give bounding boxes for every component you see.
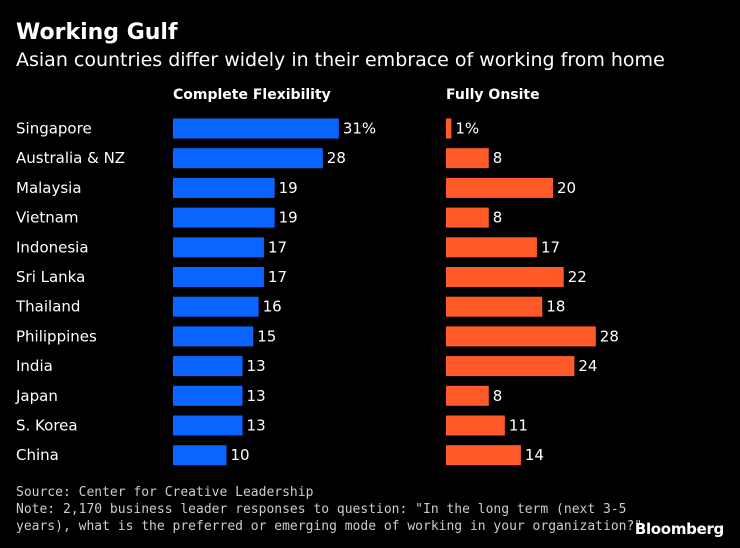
flex-column-header: Complete Flexibility xyxy=(173,87,331,103)
onsite-value-label: 8 xyxy=(493,387,503,405)
flex-bar xyxy=(173,148,323,169)
onsite-value-label: 18 xyxy=(546,298,565,316)
flex-value-label: 17 xyxy=(268,238,287,256)
flex-value-label: 19 xyxy=(279,179,298,197)
onsite-bar xyxy=(446,118,452,139)
onsite-value-label: 28 xyxy=(600,327,619,345)
onsite-value-label: 8 xyxy=(493,149,503,167)
flex-bar xyxy=(173,267,264,287)
flex-value-label: 13 xyxy=(247,417,266,435)
chart-subtitle: Asian countries differ widely in their e… xyxy=(16,49,665,71)
category-label: S. Korea xyxy=(16,417,78,435)
onsite-bar xyxy=(446,207,489,228)
flex-bar xyxy=(173,445,227,466)
onsite-value-label: 24 xyxy=(578,357,597,375)
category-label: Malaysia xyxy=(16,179,82,197)
onsite-column-header: Fully Onsite xyxy=(446,87,540,103)
category-label: Indonesia xyxy=(16,238,89,256)
flex-value-label: 13 xyxy=(247,357,266,375)
onsite-value-label: 11 xyxy=(509,417,528,435)
flex-bar xyxy=(173,207,275,228)
flex-value-label: 31% xyxy=(343,120,376,138)
category-label: China xyxy=(16,446,59,464)
onsite-bar xyxy=(446,237,537,258)
category-label: Australia & NZ xyxy=(16,149,125,167)
flex-value-label: 13 xyxy=(247,387,266,405)
onsite-bar xyxy=(446,445,521,466)
source-note: Source: Center for Creative Leadership xyxy=(16,485,314,500)
onsite-value-label: 20 xyxy=(557,179,576,197)
flex-bar xyxy=(173,415,243,436)
onsite-bar xyxy=(446,356,575,377)
flex-bar xyxy=(173,237,264,258)
onsite-bar xyxy=(446,148,489,169)
category-label: Japan xyxy=(15,387,58,405)
flex-bar xyxy=(173,385,243,406)
bloomberg-logo: Bloomberg xyxy=(634,520,724,538)
flex-bar xyxy=(173,326,254,347)
onsite-value-label: 8 xyxy=(493,209,503,227)
onsite-bar xyxy=(446,326,596,347)
category-label: Sri Lanka xyxy=(16,268,85,286)
footnote-line-2: years), what is the preferred or emergin… xyxy=(16,519,643,534)
onsite-bar xyxy=(446,296,543,317)
category-label: Singapore xyxy=(16,120,92,138)
onsite-value-label: 22 xyxy=(568,268,587,286)
flex-bar xyxy=(173,177,275,198)
footnote-line-1: Note: 2,170 business leader responses to… xyxy=(16,502,627,517)
onsite-bar xyxy=(446,177,553,198)
onsite-value-label: 1% xyxy=(455,120,479,138)
flex-value-label: 16 xyxy=(263,298,282,316)
flex-value-label: 19 xyxy=(279,209,298,227)
category-label: Vietnam xyxy=(16,209,79,227)
category-label: Philippines xyxy=(16,327,97,345)
flex-value-label: 15 xyxy=(257,327,276,345)
onsite-bar xyxy=(446,415,505,436)
flex-bar xyxy=(173,356,243,377)
flex-value-label: 28 xyxy=(327,149,346,167)
onsite-value-label: 14 xyxy=(525,446,544,464)
bar-chart: Singapore 31% 1% Australia & NZ 28 8 Malaysia 1… xyxy=(15,118,619,466)
category-label: Thailand xyxy=(15,298,80,316)
flex-bar xyxy=(173,296,259,317)
flex-value-label: 17 xyxy=(268,268,287,286)
flex-value-label: 10 xyxy=(231,446,250,464)
chart-title: Working Gulf xyxy=(16,20,178,45)
onsite-bar xyxy=(446,267,564,287)
category-label: India xyxy=(16,357,53,375)
flex-bar xyxy=(173,118,339,139)
onsite-bar xyxy=(446,385,489,406)
onsite-value-label: 17 xyxy=(541,238,560,256)
